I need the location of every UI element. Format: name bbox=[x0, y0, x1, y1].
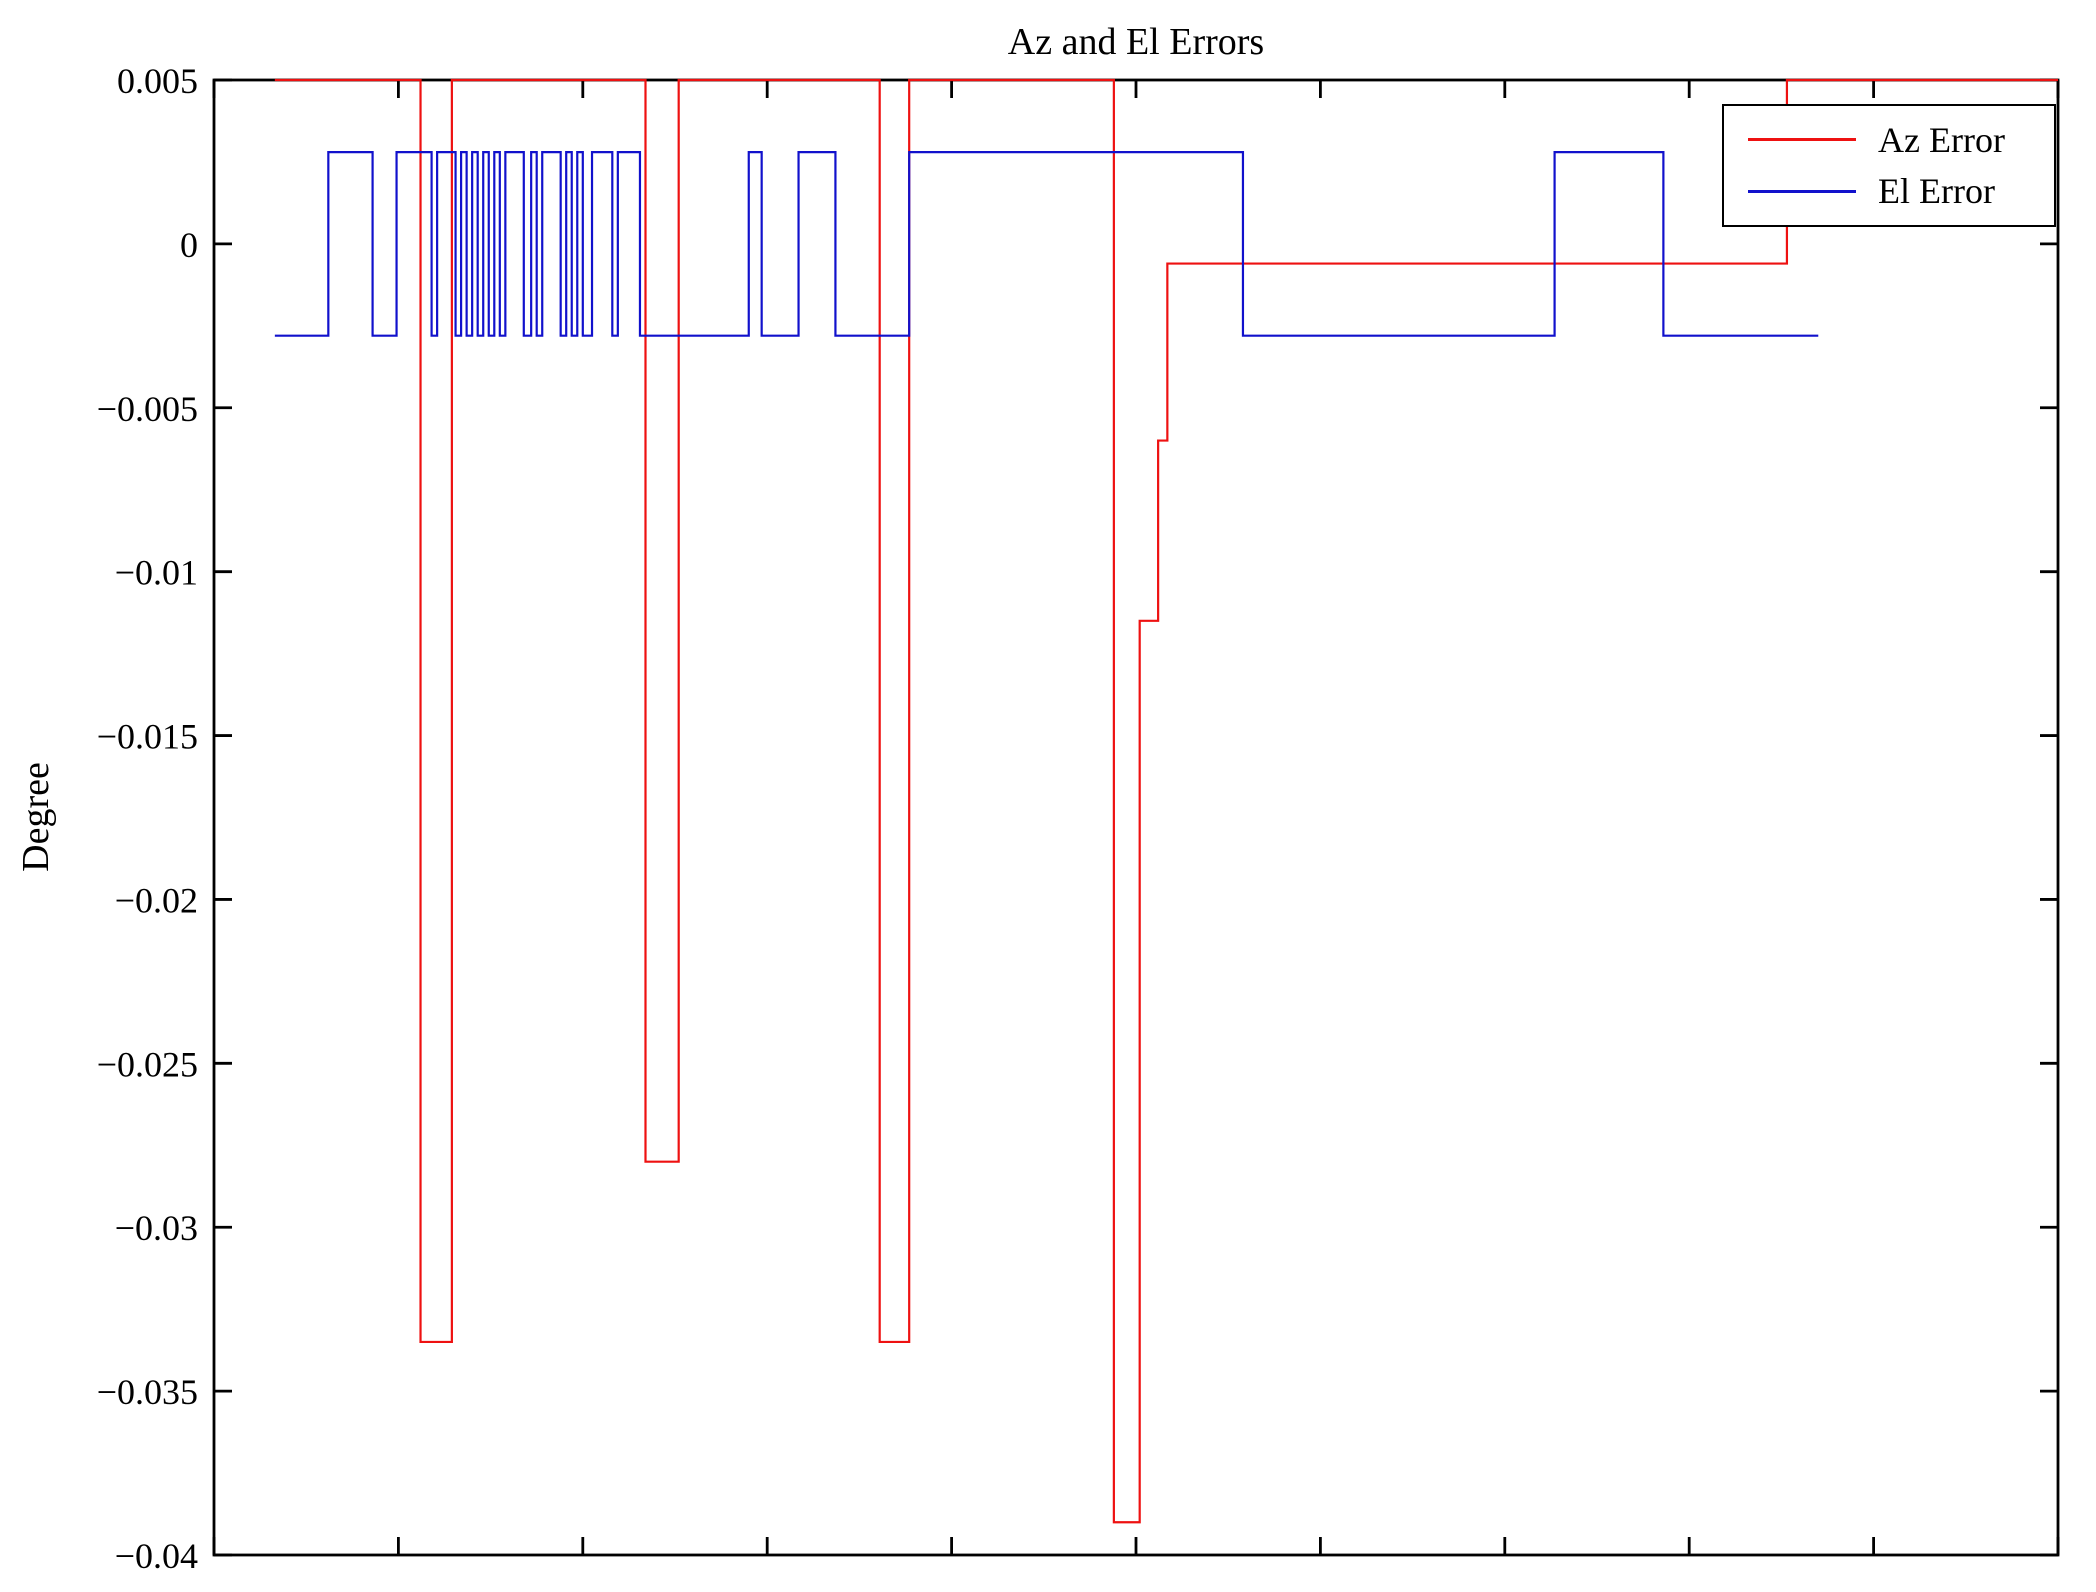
chart-title: Az and El Errors bbox=[1007, 21, 1265, 63]
y-tick-label: 0.005 bbox=[117, 61, 198, 101]
legend: Az Error El Error bbox=[1722, 104, 2056, 227]
y-tick-label: −0.005 bbox=[97, 389, 198, 429]
legend-label-el-error: El Error bbox=[1878, 171, 1995, 212]
az-error-line-swatch bbox=[1748, 138, 1856, 142]
y-axis-label-text: Degree bbox=[15, 762, 57, 872]
y-tick-label: −0.035 bbox=[97, 1372, 198, 1412]
legend-label-az-error: Az Error bbox=[1878, 119, 2005, 160]
y-tick-label: −0.02 bbox=[115, 880, 198, 920]
legend-entry-az-error: Az Error bbox=[1748, 122, 2044, 158]
y-axis-label: Degree bbox=[14, 762, 58, 872]
y-tick-label: −0.03 bbox=[115, 1208, 198, 1248]
y-tick-label: 0 bbox=[180, 225, 198, 265]
y-tick-label: −0.04 bbox=[115, 1536, 198, 1576]
y-tick-label: −0.015 bbox=[97, 717, 198, 757]
series-az-error bbox=[274, 78, 2058, 1524]
plot-frame bbox=[212, 78, 2060, 1557]
legend-entry-el-error: El Error bbox=[1748, 173, 2044, 209]
series-el-error bbox=[274, 151, 1819, 337]
y-tick-label: −0.01 bbox=[115, 553, 198, 593]
el-error-line-swatch bbox=[1748, 189, 1856, 193]
y-tick-label: −0.025 bbox=[97, 1044, 198, 1084]
